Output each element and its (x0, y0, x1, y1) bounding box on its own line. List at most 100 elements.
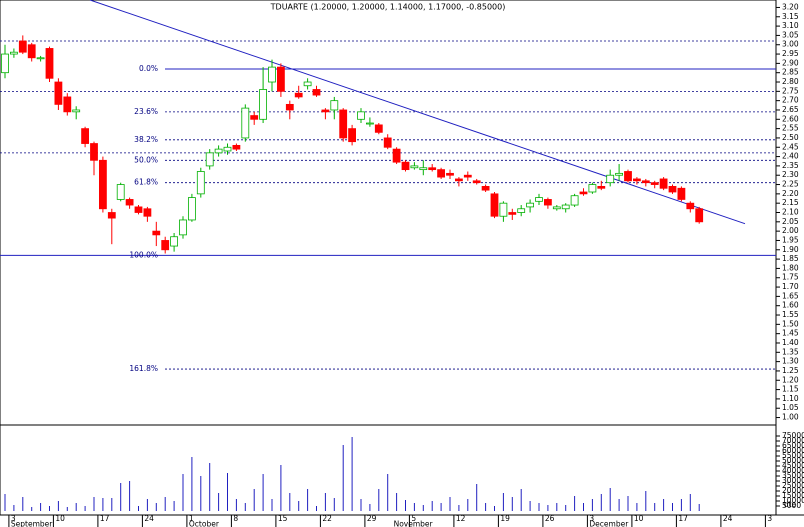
y-tick-label: 2.65 (782, 105, 799, 114)
candle-body (241, 107, 250, 139)
candle-body (321, 109, 330, 113)
y-tick-label: 3.10 (782, 21, 799, 30)
candle-body (437, 169, 446, 178)
y-tick-label: 3.05 (782, 30, 799, 39)
volume-tick-label: 60000 (782, 446, 804, 455)
candle-body (490, 193, 499, 217)
volume-tick-label: 35000 (782, 471, 804, 480)
candle-body (143, 208, 152, 217)
candle-body (285, 103, 294, 111)
y-tick-label: 2.30 (782, 170, 799, 179)
month-label: November (394, 520, 434, 527)
x-tick-label: 12 (456, 514, 466, 523)
candle-body (641, 180, 650, 184)
volume-tick-label: 5000 (782, 501, 801, 510)
candle-body (232, 144, 241, 150)
y-tick-label: 1.85 (782, 254, 799, 263)
y-tick-label: 1.00 (782, 413, 799, 422)
fib-label: 50.0% (134, 155, 158, 164)
candle-body (508, 212, 517, 215)
candle-body (428, 167, 437, 171)
candle-body (517, 208, 526, 213)
candle-body (223, 146, 232, 152)
candle-body (90, 143, 98, 161)
candle-body (9, 51, 18, 55)
y-tick-label: 2.40 (782, 152, 799, 161)
volume-tick-label: 65000 (782, 441, 804, 450)
candle-body (196, 171, 205, 195)
candle-body (419, 167, 428, 171)
fib-label: 61.8% (134, 178, 158, 187)
candle-body (579, 191, 588, 195)
y-tick-label: 3.20 (782, 2, 799, 11)
x-tick-label: 5 (411, 514, 416, 523)
candle-body (365, 122, 374, 125)
candle-body (18, 40, 27, 53)
x-tick-label: 19 (500, 514, 510, 523)
x-tick-label: 22 (322, 514, 332, 523)
candle-body (205, 152, 214, 167)
candle-body (659, 178, 668, 189)
candle-body (250, 115, 259, 120)
fib-label: 0.0% (139, 64, 158, 73)
x-tick-label: 3 (11, 514, 16, 523)
x-tick-label: 17 (678, 514, 688, 523)
y-tick-label: 2.60 (782, 114, 799, 123)
y-tick-label: 1.35 (782, 347, 799, 356)
y-tick-label: 2.55 (782, 124, 799, 133)
trendline (89, 0, 746, 225)
chart-title: TDUARTE (1.20000, 1.20000, 1.14000, 1.17… (270, 3, 506, 12)
price-panel (0, 0, 777, 426)
x-tick-label: 29 (367, 514, 377, 523)
candle-body (294, 92, 303, 98)
candle-body (481, 186, 490, 191)
candle-body (134, 206, 143, 213)
y-tick-label: 1.05 (782, 403, 799, 412)
candle-body (615, 172, 623, 176)
candle-body (383, 137, 392, 148)
y-tick-label: 2.05 (782, 217, 799, 226)
candle-body (45, 48, 54, 79)
candle-body (36, 57, 45, 60)
volume-tick-label: 55000 (782, 451, 804, 460)
candle-body (303, 81, 312, 87)
candle-body (499, 202, 508, 217)
y-tick-label: 1.75 (782, 273, 799, 282)
volume-tick-label: 30000 (782, 476, 804, 485)
x-tick-label: 3 (589, 514, 594, 523)
y-tick-label: 2.00 (782, 226, 799, 235)
candle-body (410, 165, 419, 169)
candle-body (472, 180, 481, 184)
candle-body (686, 202, 695, 210)
x-tick-label: 8 (233, 514, 238, 523)
y-tick-label: 1.80 (782, 263, 799, 272)
candle-body (187, 197, 196, 221)
candle-body (650, 182, 659, 185)
fib-label: 23.6% (134, 107, 158, 116)
y-tick-label: 2.90 (782, 58, 799, 67)
candle-body (454, 178, 463, 182)
volume-tick-label: 50000 (782, 456, 804, 465)
candle-body (276, 66, 285, 92)
x-tick-label: 26 (545, 514, 555, 523)
x-tick-label: 10 (634, 514, 644, 523)
y-tick-label: 1.60 (782, 301, 799, 310)
x-tick-label: 24 (723, 514, 733, 523)
y-tick-label: 2.45 (782, 142, 799, 151)
candle-body (214, 148, 223, 154)
candle-body (357, 111, 365, 120)
candle-body (463, 174, 472, 178)
x-tick-label: 15 (278, 514, 288, 523)
candle-body (588, 184, 597, 193)
month-label: October (189, 520, 220, 527)
y-tick-label: 2.25 (782, 180, 799, 189)
y-tick-label: 3.15 (782, 12, 799, 21)
candle-body (72, 109, 81, 113)
y-tick-label: 1.20 (782, 375, 799, 384)
y-tick-label: 1.45 (782, 329, 799, 338)
volume-tick-label: 25000 (782, 481, 804, 490)
candle-body (1, 53, 9, 74)
candle-body (179, 219, 187, 236)
y-tick-label: 3.00 (782, 40, 799, 49)
